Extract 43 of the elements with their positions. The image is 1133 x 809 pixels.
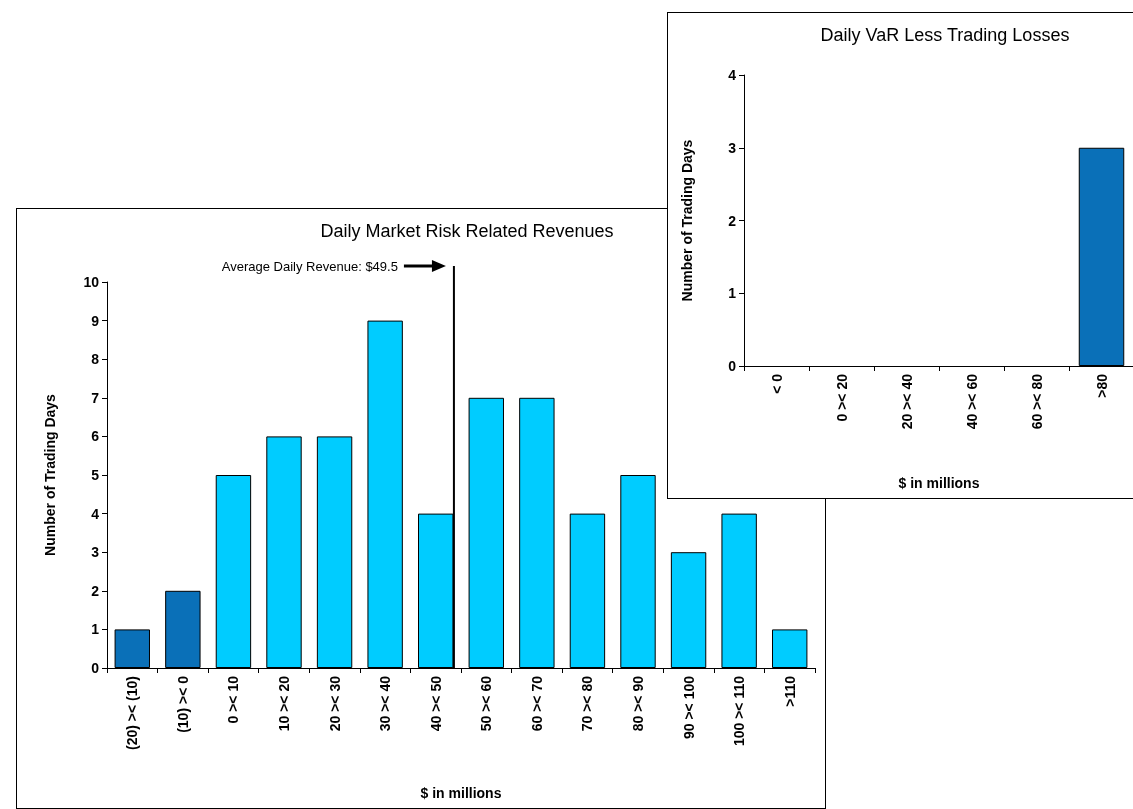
y-axis-title: Number of Trading Days	[679, 139, 695, 302]
ref-line-label: Average Daily Revenue: $49.5	[221, 258, 398, 274]
x-tick-label: 50 >< 60	[478, 675, 495, 732]
x-tick-label: 30 >< 40	[377, 675, 394, 732]
x-tick-label: 60 >< 80	[1028, 373, 1045, 430]
x-tick-label: 100 >< 110	[731, 675, 748, 747]
y-axis-title: Number of Trading Days	[42, 393, 58, 556]
x-tick-label: 80 >< 90	[630, 675, 646, 732]
x-tick-label: 60 >< 70	[528, 675, 545, 732]
y-tick-label: 0	[728, 358, 737, 374]
x-tick-label: 10 >< 20	[276, 675, 292, 732]
chart-title: Daily VaR Less Trading Losses	[820, 25, 1070, 45]
x-tick-label: 20 >< 40	[898, 373, 915, 430]
y-tick-label: 9	[91, 312, 100, 329]
x-tick-label: (10) >< 0	[174, 675, 191, 733]
x-tick-label: >80	[1093, 373, 1110, 398]
y-tick-label: 5	[91, 467, 100, 483]
x-tick-label: 90 >< 100	[680, 675, 697, 740]
x-tick-label: 40 >< 50	[427, 675, 444, 732]
x-tick-label: (20) >< (10)	[124, 676, 141, 750]
y-tick-label: 10	[83, 274, 100, 290]
y-tick-label: 8	[91, 351, 100, 368]
y-tick-label: 3	[728, 139, 737, 156]
x-tick-label: 40 >< 60	[963, 373, 980, 430]
y-tick-label: 3	[91, 544, 100, 561]
x-tick-label: 20 >< 30	[326, 675, 343, 732]
x-axis-title: $ in millions	[898, 475, 980, 491]
y-tick-label: 6	[91, 428, 100, 445]
y-tick-label: 4	[91, 505, 100, 522]
x-tick-label: < 0	[768, 373, 785, 394]
y-tick-label: 2	[91, 582, 100, 599]
x-tick-label: >110	[781, 675, 798, 707]
y-tick-label: 0	[91, 660, 100, 676]
x-tick-label: 0 >< 20	[833, 373, 850, 422]
y-tick-label: 2	[728, 212, 737, 229]
x-tick-label: 0 >< 10	[225, 675, 242, 724]
x-axis-title: $ in millions	[420, 785, 502, 801]
x-tick-label: 70 >< 80	[579, 675, 596, 732]
y-tick-label: 1	[91, 621, 100, 638]
y-tick-label: 7	[91, 389, 100, 406]
y-tick-label: 1	[728, 285, 737, 302]
y-tick-label: 4	[728, 67, 737, 83]
chart-title: Daily Market Risk Related Revenues	[320, 221, 614, 241]
